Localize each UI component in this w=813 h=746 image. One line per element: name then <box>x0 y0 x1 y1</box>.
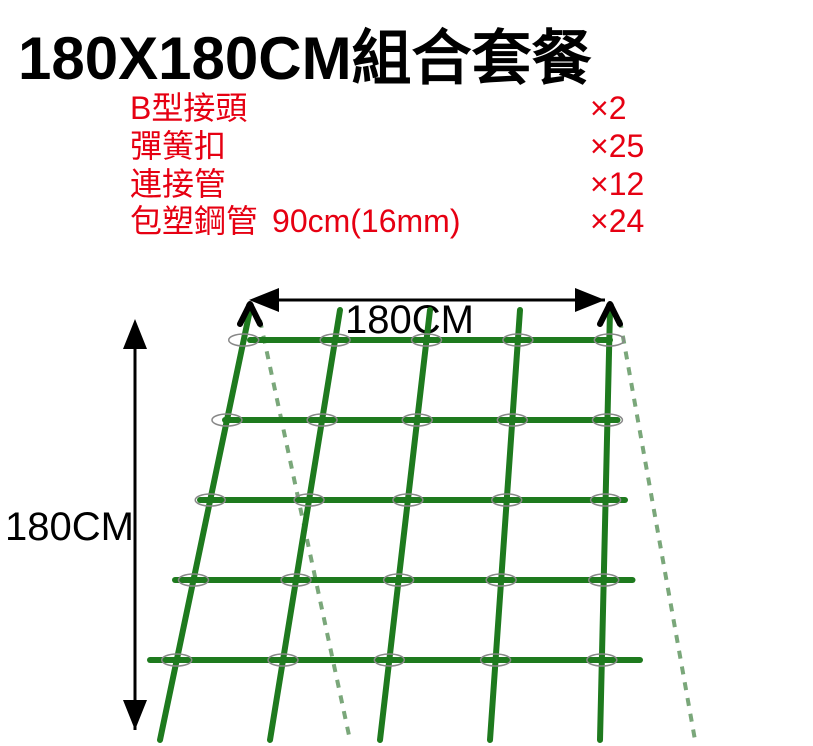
trellis-diagram <box>100 270 700 746</box>
grid-vertical <box>600 310 610 740</box>
part-row: 包塑鋼管 90cm(16mm) ×24 <box>130 203 460 241</box>
grid-vertical <box>490 310 520 740</box>
part-name: 彈簧扣 <box>130 128 226 166</box>
parts-list: B型接頭 ×2 彈簧扣 ×25 連接管 ×12 包塑鋼管 90cm(16mm) … <box>130 90 460 241</box>
part-spec: 90cm(16mm) <box>272 203 460 241</box>
part-row: 彈簧扣 ×25 <box>130 128 460 166</box>
part-name: B型接頭 <box>130 90 247 128</box>
part-name: 連接管 <box>130 166 226 204</box>
part-qty: ×12 <box>590 166 644 204</box>
grid-vertical <box>160 310 250 740</box>
support-leg-dashed <box>620 320 695 740</box>
grid-vertical <box>380 310 430 740</box>
b-connector-cap <box>246 302 254 310</box>
part-row: B型接頭 ×2 <box>130 90 460 128</box>
grid-vertical <box>270 310 340 740</box>
part-row: 連接管 ×12 <box>130 166 460 204</box>
part-name: 包塑鋼管 <box>130 203 258 241</box>
part-qty: ×24 <box>590 203 644 241</box>
page-title: 180X180CM組合套餐 <box>18 10 592 97</box>
part-qty: ×25 <box>590 128 644 166</box>
b-connector-cap <box>606 302 614 310</box>
part-qty: ×2 <box>590 90 626 128</box>
